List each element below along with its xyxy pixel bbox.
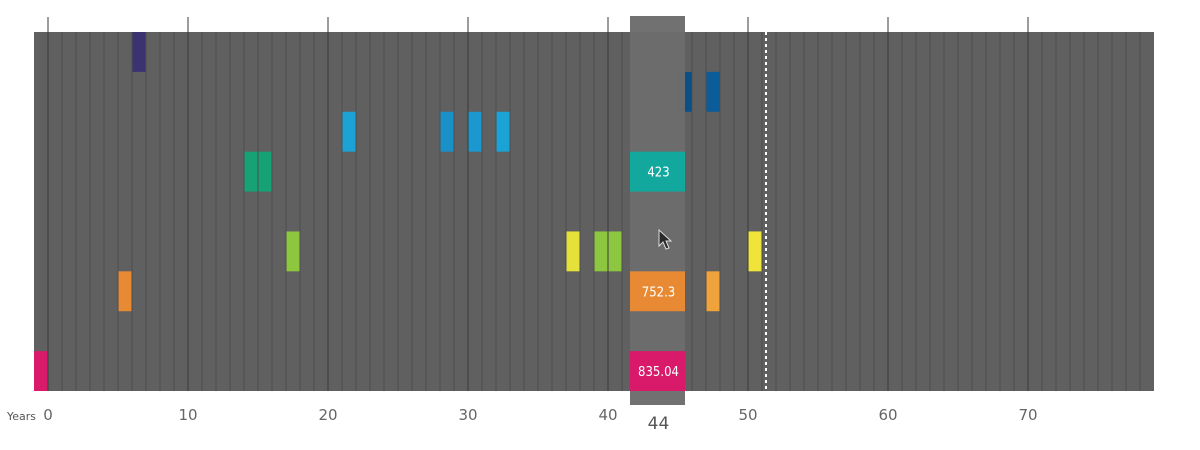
hover-value-cell xyxy=(630,351,685,391)
hover-year-label: 44 xyxy=(648,414,670,434)
hover-value-label: 423 xyxy=(647,166,669,181)
data-cell xyxy=(748,231,762,272)
x-tick-label: 20 xyxy=(318,406,337,424)
data-cell xyxy=(244,151,258,192)
x-axis-label: Years xyxy=(6,410,36,423)
data-cell xyxy=(706,71,720,112)
x-tick-label: 30 xyxy=(458,406,477,424)
data-cell xyxy=(342,111,356,152)
x-tick-label: 70 xyxy=(1018,406,1037,424)
x-tick-label: 40 xyxy=(598,406,617,424)
x-tick-label: 50 xyxy=(738,406,757,424)
data-cell xyxy=(440,111,454,152)
hover-value-cell xyxy=(630,271,685,312)
hover-value-label: 835.04 xyxy=(638,365,679,380)
data-cell xyxy=(706,271,720,312)
data-cell xyxy=(118,271,132,312)
data-cell xyxy=(132,32,146,72)
data-cell xyxy=(608,231,622,272)
data-cell xyxy=(566,231,580,272)
data-cell xyxy=(496,111,510,152)
data-cell xyxy=(258,151,272,192)
mouse-cursor-icon xyxy=(658,228,673,250)
data-cell xyxy=(286,231,300,272)
hover-value-label: 752.3 xyxy=(642,285,675,300)
data-cell xyxy=(594,231,608,272)
x-tick-label: 60 xyxy=(878,406,897,424)
data-cell xyxy=(34,351,48,391)
hover-band[interactable] xyxy=(630,16,685,405)
x-tick-label: 0 xyxy=(43,406,53,424)
x-tick-label: 10 xyxy=(178,406,197,424)
data-cell xyxy=(468,111,482,152)
hover-value-cell xyxy=(630,151,685,192)
